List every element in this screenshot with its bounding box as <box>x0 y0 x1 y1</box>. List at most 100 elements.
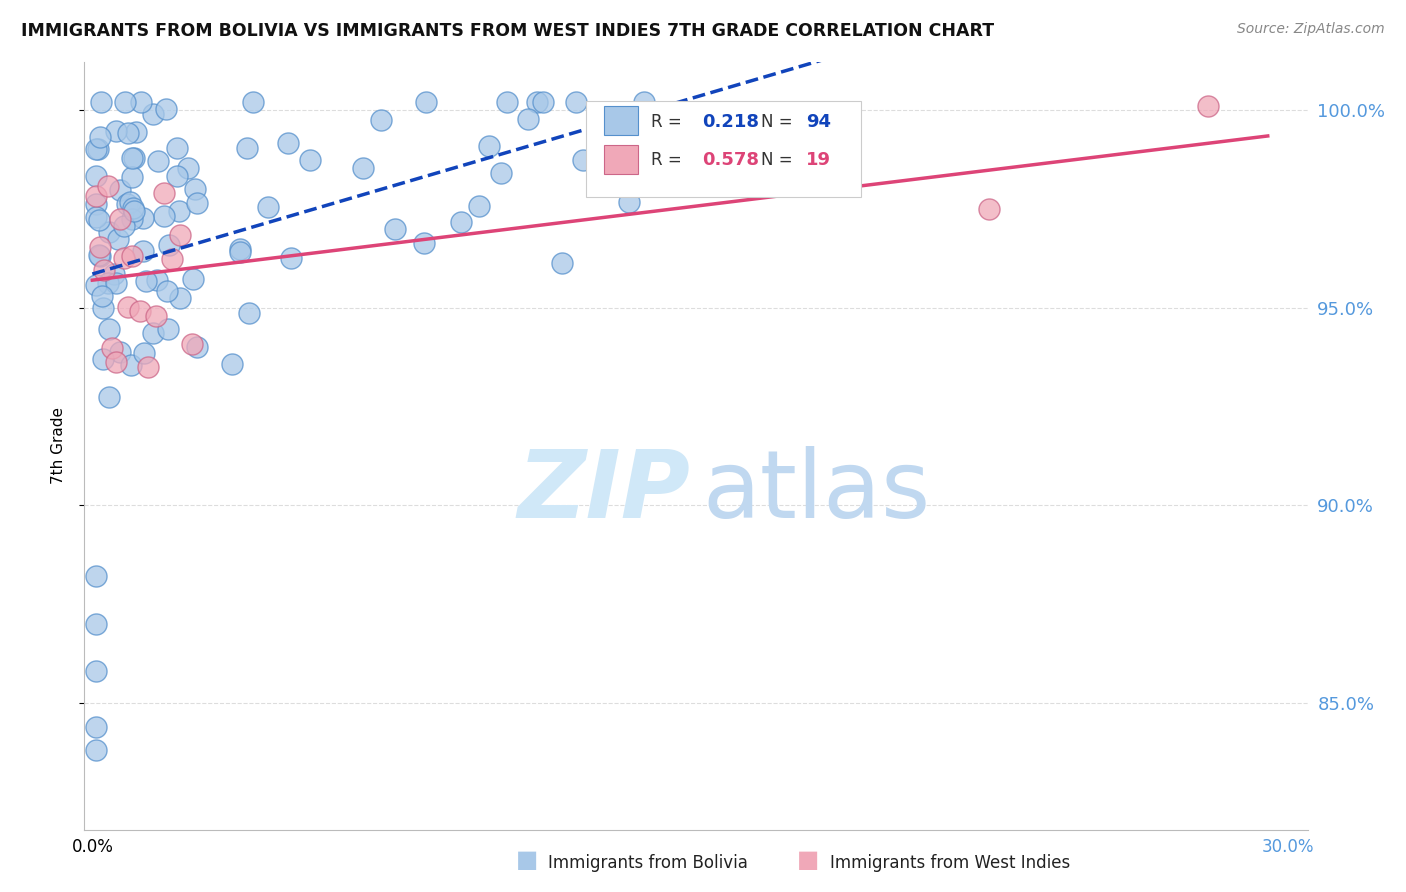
Bar <box>605 106 638 136</box>
Point <box>117 300 139 314</box>
Point <box>156 284 179 298</box>
Text: Immigrants from West Indies: Immigrants from West Indies <box>830 855 1070 872</box>
Text: R =: R = <box>651 112 686 130</box>
Point <box>146 273 169 287</box>
Point <box>242 95 264 109</box>
Point <box>129 303 152 318</box>
Point <box>121 249 143 263</box>
Point <box>551 256 574 270</box>
Point <box>107 232 129 246</box>
Point <box>135 274 157 288</box>
Point <box>89 130 111 145</box>
Point <box>181 336 204 351</box>
Point <box>160 252 183 266</box>
Point <box>86 169 108 183</box>
Point <box>229 242 252 256</box>
Point <box>229 244 252 259</box>
Point <box>977 202 1000 216</box>
Text: N =: N = <box>761 112 797 130</box>
Point <box>276 136 298 151</box>
Point <box>352 161 374 176</box>
Point <box>155 102 177 116</box>
Text: Source: ZipAtlas.com: Source: ZipAtlas.com <box>1237 22 1385 37</box>
Point <box>87 248 110 262</box>
Point <box>238 306 260 320</box>
Point <box>186 339 208 353</box>
Point <box>526 95 548 109</box>
Point <box>169 228 191 243</box>
Point <box>91 301 114 316</box>
Point <box>153 209 176 223</box>
Point <box>468 199 491 213</box>
Point <box>142 106 165 120</box>
Point <box>412 235 434 250</box>
Point <box>166 169 188 183</box>
Point <box>112 252 135 266</box>
Point <box>595 166 617 180</box>
Point <box>146 154 169 169</box>
Point <box>87 142 110 156</box>
FancyBboxPatch shape <box>586 101 860 197</box>
Point <box>114 95 136 109</box>
Point <box>495 95 517 109</box>
Text: R =: R = <box>651 151 686 169</box>
Point <box>97 276 120 290</box>
Point <box>117 197 139 211</box>
Point <box>517 112 540 126</box>
Point <box>136 359 159 374</box>
Point <box>153 186 176 200</box>
Point <box>101 341 124 355</box>
Point <box>1197 99 1219 113</box>
Text: 94: 94 <box>806 112 831 130</box>
Bar <box>605 145 638 174</box>
Point <box>104 124 127 138</box>
Point <box>121 152 143 166</box>
Point <box>98 390 121 404</box>
Point <box>86 720 108 734</box>
Text: N =: N = <box>761 151 797 169</box>
Point <box>86 569 108 583</box>
Point <box>86 189 108 203</box>
Point <box>91 352 114 367</box>
Point <box>105 355 128 369</box>
Point <box>89 240 111 254</box>
Point <box>181 271 204 285</box>
Point <box>120 358 142 372</box>
Point <box>132 211 155 226</box>
Point <box>257 200 280 214</box>
Text: 19: 19 <box>806 151 831 169</box>
Point <box>280 252 302 266</box>
Point <box>157 237 180 252</box>
Text: atlas: atlas <box>702 446 931 538</box>
Point <box>122 151 145 165</box>
Point <box>221 357 243 371</box>
Point <box>110 183 132 197</box>
Point <box>236 141 259 155</box>
Point <box>110 212 132 227</box>
Point <box>91 289 114 303</box>
Point <box>478 139 501 153</box>
Point <box>117 126 139 140</box>
Y-axis label: 7th Grade: 7th Grade <box>51 408 66 484</box>
Point <box>86 278 108 293</box>
Point <box>125 125 148 139</box>
Point <box>86 142 108 156</box>
Point <box>384 222 406 236</box>
Point <box>132 346 155 360</box>
Point <box>531 95 554 109</box>
Point <box>450 215 472 229</box>
Point <box>105 276 128 290</box>
Point <box>132 244 155 259</box>
Point <box>298 153 321 167</box>
Point <box>619 195 641 210</box>
Point <box>415 95 437 109</box>
Point <box>156 322 179 336</box>
Point <box>169 291 191 305</box>
Text: Immigrants from Bolivia: Immigrants from Bolivia <box>548 855 748 872</box>
Point <box>97 179 120 194</box>
Point <box>90 95 112 109</box>
Point <box>169 204 191 219</box>
Point <box>186 196 208 211</box>
Point <box>86 616 108 631</box>
Point <box>177 161 200 175</box>
